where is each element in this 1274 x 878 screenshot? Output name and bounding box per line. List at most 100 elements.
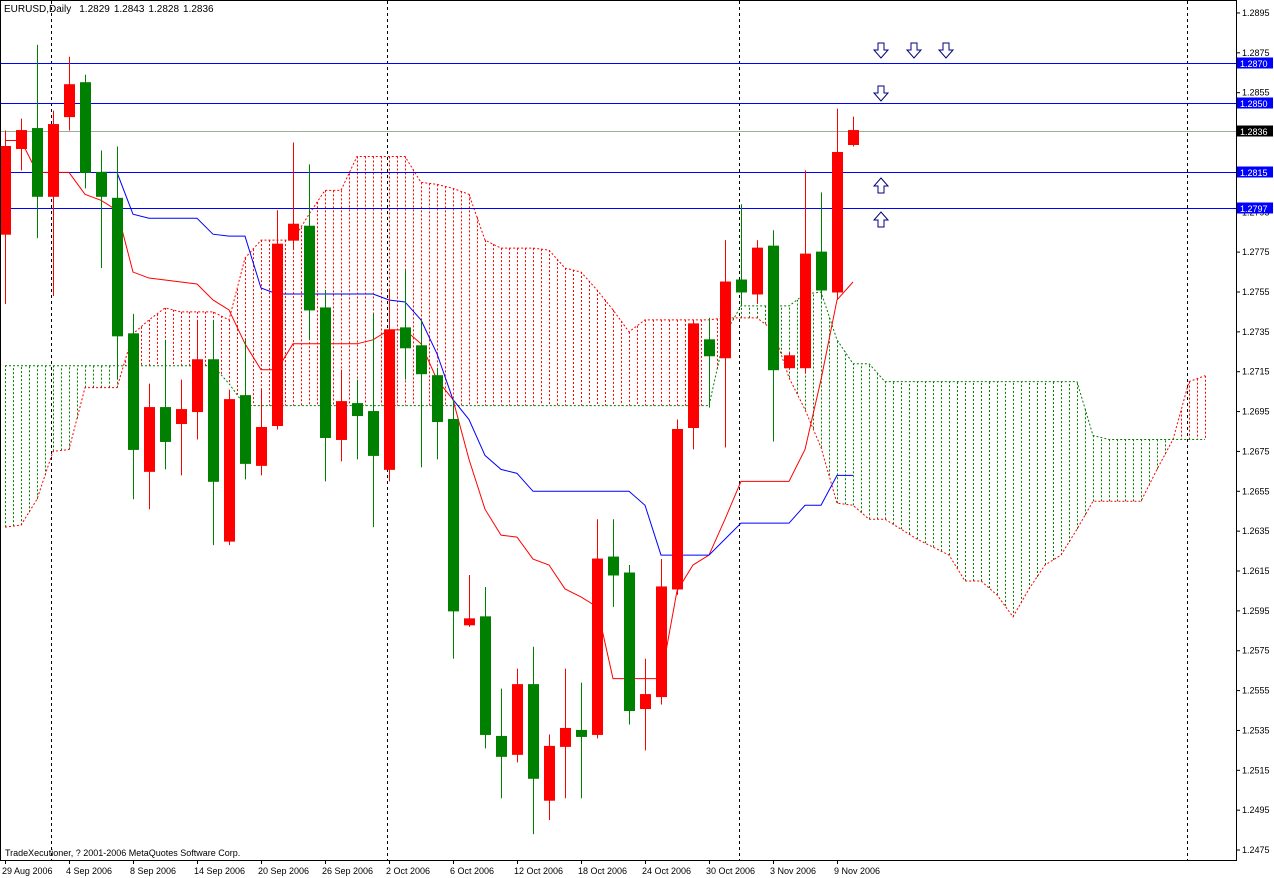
plot-frame (0, 0, 1237, 861)
candle-body (272, 243, 283, 427)
candle-body (256, 427, 267, 466)
x-tick-label: 9 Nov 2006 (834, 866, 880, 876)
candle-body (576, 729, 587, 737)
y-tick-label: 1.2655 (1242, 486, 1270, 496)
candle-body (528, 684, 539, 779)
candle-body (336, 401, 347, 440)
candle-body (464, 618, 475, 626)
level-label: 1.2836 (1240, 127, 1268, 137)
indicator-line (5, 140, 854, 680)
y-tick-label: 1.2855 (1242, 88, 1270, 98)
header-high: 1.2843 (114, 4, 145, 15)
candle-body (48, 124, 59, 197)
x-tick-label: 30 Oct 2006 (706, 866, 755, 876)
x-tick-label: 18 Oct 2006 (578, 866, 627, 876)
cloud-layer (4, 155, 1206, 618)
header-low: 1.2828 (148, 4, 179, 15)
candle-body (16, 130, 27, 149)
indicator-line (101, 171, 853, 556)
candle-body (800, 253, 811, 369)
candle-body (608, 556, 619, 576)
level-lines (0, 63, 1236, 209)
candle-body (720, 281, 731, 359)
y-tick-label: 1.2635 (1242, 526, 1270, 536)
candle-body (640, 694, 651, 710)
down-arrow (872, 85, 890, 102)
header-close: 1.2836 (183, 4, 214, 15)
down-arrow (872, 42, 890, 59)
level-label-box (1237, 166, 1273, 178)
footer: TradeXecutioner, ? 2001-2006 MetaQuotes … (5, 848, 240, 858)
axes: 1.28951.28751.28551.28351.28151.27951.27… (2, 8, 1273, 876)
candle-body (448, 419, 459, 612)
y-tick-label: 1.2875 (1242, 48, 1270, 58)
y-tick-label: 1.2515 (1242, 765, 1270, 775)
period-separators (51, 1, 1188, 860)
candle-body (512, 684, 523, 755)
candle-body (128, 333, 139, 450)
candle-body (112, 197, 123, 337)
header: EURUSD,Daily 1.2829 1.2843 1.2828 1.2836 (4, 4, 214, 15)
candle-body (592, 558, 603, 735)
level-label-box (1237, 202, 1273, 214)
y-tick-label: 1.2495 (1242, 805, 1270, 815)
x-tick-label: 8 Sep 2006 (130, 866, 176, 876)
x-tick-label: 12 Oct 2006 (514, 866, 563, 876)
candles (0, 44, 859, 835)
y-tick-label: 1.2895 (1242, 8, 1270, 18)
y-tick-label: 1.2535 (1242, 725, 1270, 735)
candle-body (672, 429, 683, 590)
candle-body (176, 409, 187, 425)
candle-body (688, 323, 699, 429)
x-tick-label: 4 Sep 2006 (66, 866, 112, 876)
candle-body (304, 225, 315, 311)
level-label: 1.2797 (1240, 204, 1268, 214)
candle-body (816, 251, 827, 291)
candle-body (656, 586, 667, 698)
y-tick-label: 1.2775 (1242, 247, 1270, 257)
candle-body (80, 82, 91, 173)
y-tick-label: 1.2475 (1242, 845, 1270, 855)
cloud-line (5, 291, 1205, 440)
y-tick-label: 1.2555 (1242, 686, 1270, 696)
x-tick-label: 2 Oct 2006 (386, 866, 430, 876)
level-label-box (1237, 97, 1273, 109)
candle-body (704, 339, 715, 357)
candle-body (400, 327, 411, 349)
candle-body (752, 247, 763, 295)
candle-body (288, 223, 299, 241)
level-label: 1.2870 (1240, 59, 1268, 69)
candle-body (480, 616, 491, 735)
candle-body (544, 745, 555, 801)
candle-body (352, 403, 363, 417)
x-tick-label: 24 Oct 2006 (642, 866, 691, 876)
candle-body (368, 411, 379, 456)
candle-body (224, 399, 235, 542)
candle-body (384, 329, 395, 470)
y-tick-label: 1.2715 (1242, 367, 1270, 377)
y-tick-label: 1.2595 (1242, 606, 1270, 616)
candle-body (624, 572, 635, 712)
candle-body (32, 128, 43, 197)
down-arrow (905, 42, 923, 59)
candle-body (736, 279, 747, 293)
candle-body (192, 359, 203, 413)
up-arrow (872, 177, 890, 194)
x-tick-label: 29 Aug 2006 (2, 866, 53, 876)
candle-body (416, 345, 427, 375)
candle-body (784, 355, 795, 369)
candle-body (96, 171, 107, 197)
candle-body (144, 407, 155, 472)
chart-title: EURUSD,Daily (4, 4, 71, 15)
candle-body (0, 145, 11, 235)
level-label: 1.2815 (1240, 168, 1268, 178)
candle-body (320, 307, 331, 438)
candle-body (768, 245, 779, 371)
candle-body (240, 395, 251, 464)
x-tick-label: 26 Sep 2006 (322, 866, 373, 876)
candle-body (496, 735, 507, 757)
candle-body (160, 407, 171, 442)
up-arrow (872, 211, 890, 228)
down-arrow (937, 42, 955, 59)
